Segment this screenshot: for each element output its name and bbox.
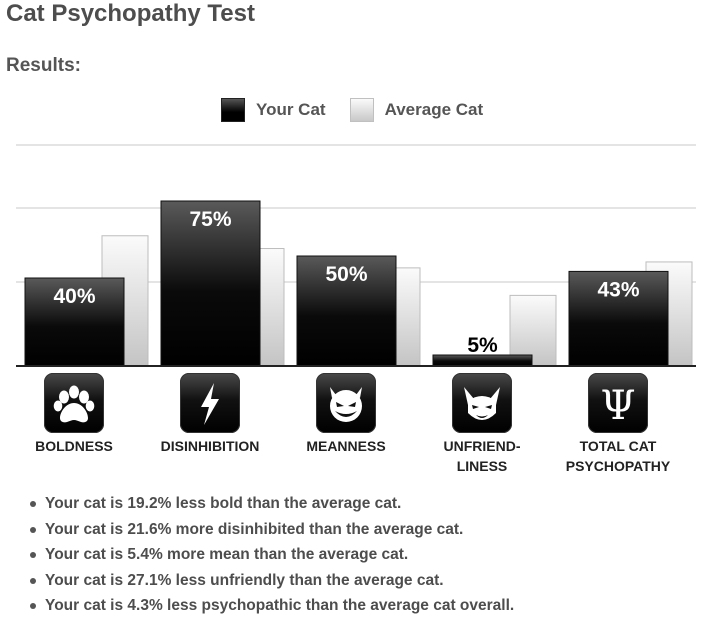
result-item-total: Your cat is 4.3% less psychopathic than …: [30, 593, 514, 619]
category-label-line: PSYCHOPATHY: [565, 458, 671, 474]
devil-face-icon: [316, 373, 376, 433]
legend-swatch-your-cat: [221, 98, 245, 122]
bar-your-cat: [24, 277, 125, 367]
result-item-boldness: Your cat is 19.2% less bold than the ave…: [30, 491, 514, 517]
category-label: UNFRIEND- LINESS: [417, 436, 547, 476]
category-label-line: UNFRIEND-: [443, 438, 521, 454]
bar-chart: 40% 75% 50% 5% 43%: [16, 144, 696, 367]
category-label-line: LINESS: [456, 458, 508, 474]
legend-label-average-cat: Average Cat: [384, 100, 484, 119]
result-item-meanness: Your cat is 5.4% more mean than the aver…: [30, 542, 514, 568]
chart-legend: Your Cat Average Cat: [221, 97, 483, 123]
angry-cat-icon: [452, 373, 512, 433]
psi-icon: Ψ: [588, 373, 648, 433]
legend-swatch-average-cat: [349, 98, 374, 122]
page-title: Cat Psychopathy Test: [6, 0, 255, 27]
category-label: BOLDNESS: [9, 436, 139, 456]
category-label-line: MEANNESS: [306, 438, 386, 454]
results-list: Your cat is 19.2% less bold than the ave…: [30, 491, 514, 619]
category-label-line: TOTAL CAT: [579, 438, 657, 454]
bar-value-label: 43%: [597, 278, 639, 301]
paw-icon: [44, 373, 104, 433]
result-item-disinhibition: Your cat is 21.6% more disinhibited than…: [30, 517, 514, 543]
bar-value-label: 50%: [325, 263, 367, 286]
bar-value-label: 5%: [467, 334, 498, 357]
bar-your-cat: [296, 255, 397, 367]
results-heading: Results:: [6, 55, 81, 76]
category-label: TOTAL CAT PSYCHOPATHY: [553, 436, 683, 476]
bar-value-label: 40%: [53, 285, 95, 308]
svg-text:Ψ: Ψ: [600, 383, 635, 429]
category-label-line: BOLDNESS: [35, 438, 113, 454]
bar-average-cat: [509, 294, 557, 367]
bar-value-label: 75%: [189, 208, 231, 231]
lightning-icon: [180, 373, 240, 433]
category-label-line: DISINHIBITION: [160, 438, 260, 454]
result-item-unfriendliness: Your cat is 27.1% less unfriendly than t…: [30, 568, 514, 594]
category-label: MEANNESS: [281, 436, 411, 456]
bar-your-cat: [160, 200, 261, 367]
category-label: DISINHIBITION: [145, 436, 275, 456]
legend-label-your-cat: Your Cat: [256, 100, 326, 119]
